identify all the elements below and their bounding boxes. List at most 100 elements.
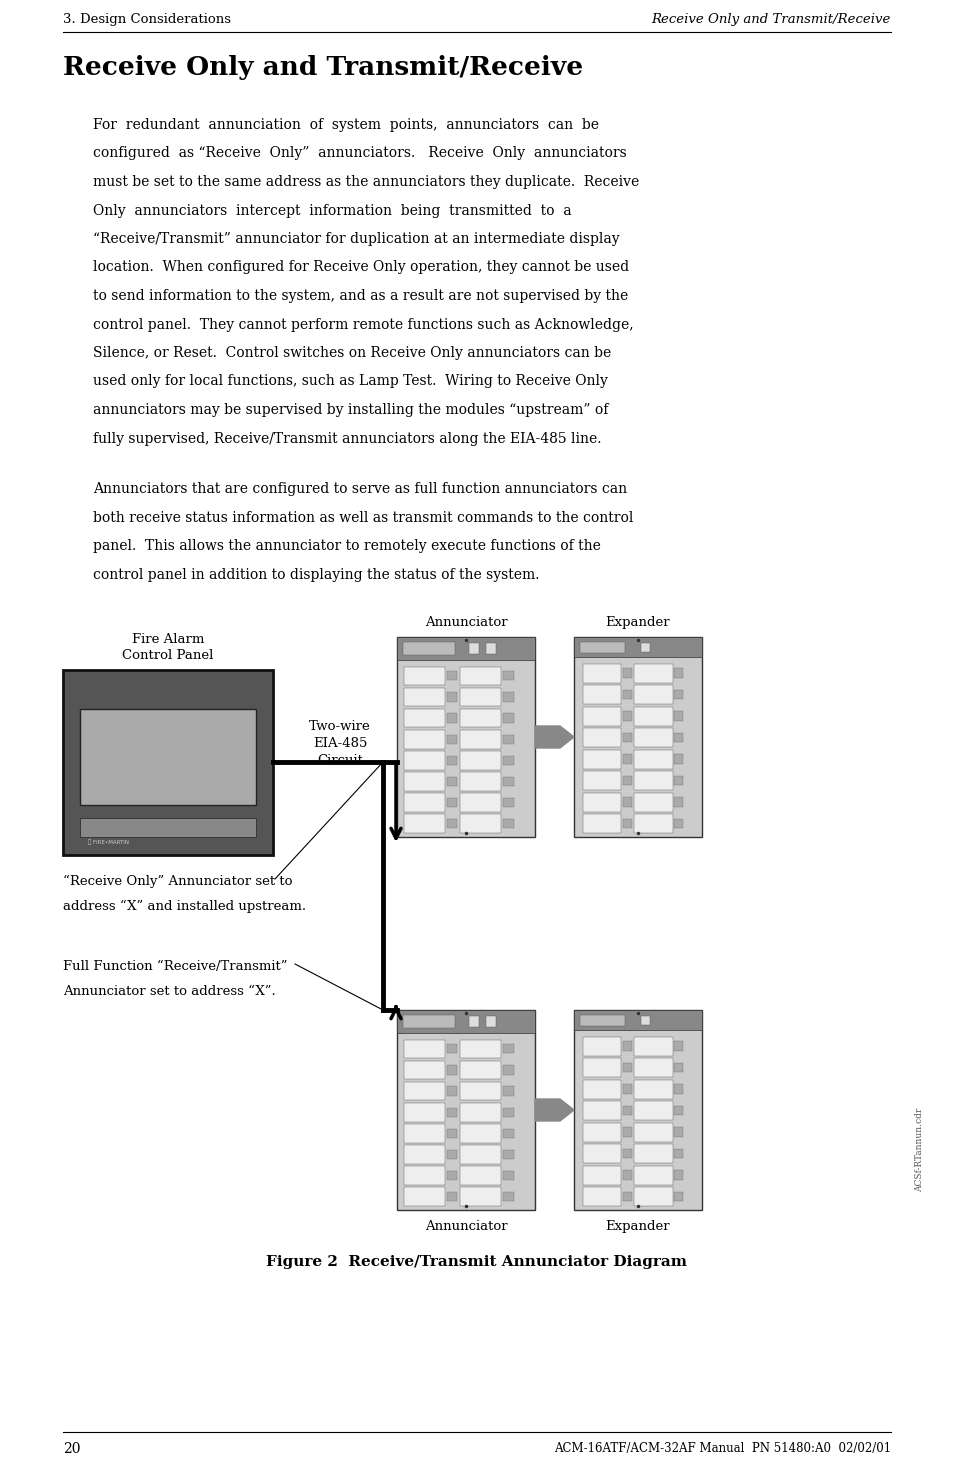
Bar <box>402 1015 455 1028</box>
Bar <box>503 1065 513 1075</box>
Text: location.  When configured for Receive Only operation, they cannot be used: location. When configured for Receive On… <box>92 261 628 274</box>
Bar <box>403 1145 444 1164</box>
Bar <box>446 714 456 723</box>
Bar <box>446 692 456 702</box>
Bar <box>634 1037 672 1056</box>
Bar <box>674 1170 682 1180</box>
Bar <box>634 729 672 746</box>
Text: configured  as “Receive  Only”  annunciators.   Receive  Only  annunciators: configured as “Receive Only” annunciator… <box>92 146 626 161</box>
Bar <box>403 687 444 707</box>
Bar <box>674 1084 682 1094</box>
Bar <box>446 1108 456 1117</box>
Bar <box>460 730 500 748</box>
Text: fully supervised, Receive/Transmit annunciators along the EIA-485 line.: fully supervised, Receive/Transmit annun… <box>92 432 601 445</box>
Bar <box>446 777 456 786</box>
Text: Annunciator: Annunciator <box>424 617 507 628</box>
Bar <box>582 707 620 726</box>
Bar <box>403 1061 444 1080</box>
Text: Receive Only and Transmit/Receive: Receive Only and Transmit/Receive <box>63 55 582 80</box>
Bar <box>582 792 620 811</box>
Text: Annunciator: Annunciator <box>424 1220 507 1233</box>
Bar <box>403 771 444 791</box>
Bar <box>582 1058 620 1077</box>
Bar <box>634 684 672 704</box>
Bar <box>582 1100 620 1120</box>
Bar <box>674 754 682 764</box>
Bar <box>485 1016 496 1027</box>
Text: control panel in addition to displaying the status of the system.: control panel in addition to displaying … <box>92 568 539 581</box>
Text: “Receive Only” Annunciator set to: “Receive Only” Annunciator set to <box>63 875 293 888</box>
Bar <box>446 671 456 680</box>
Bar <box>582 1080 620 1099</box>
Bar <box>622 1106 632 1115</box>
Bar <box>446 798 456 807</box>
Text: Figure 2  Receive/Transmit Annunciator Diagram: Figure 2 Receive/Transmit Annunciator Di… <box>266 1255 687 1268</box>
Bar <box>446 819 456 829</box>
Bar <box>634 1165 672 1184</box>
Text: Expander: Expander <box>605 1220 670 1233</box>
Bar <box>582 729 620 746</box>
Bar <box>403 751 444 770</box>
Text: 3. Design Considerations: 3. Design Considerations <box>63 13 231 27</box>
Bar <box>503 1087 513 1096</box>
Bar <box>674 1127 682 1137</box>
Bar <box>634 771 672 791</box>
Bar <box>485 643 496 653</box>
Bar <box>403 814 444 833</box>
Bar <box>403 1167 444 1184</box>
Bar <box>674 690 682 699</box>
Bar <box>622 1149 632 1158</box>
Bar <box>503 692 513 702</box>
Bar <box>460 814 500 833</box>
Bar <box>446 1128 456 1139</box>
Bar <box>503 714 513 723</box>
Text: Fire Alarm
Control Panel: Fire Alarm Control Panel <box>122 633 213 662</box>
Bar <box>403 730 444 748</box>
Bar <box>622 1127 632 1137</box>
Bar <box>460 709 500 727</box>
Bar <box>403 1187 444 1207</box>
Bar <box>403 794 444 811</box>
Bar <box>446 1150 456 1159</box>
Bar <box>622 1170 632 1180</box>
Bar <box>582 1145 620 1162</box>
Text: Receive Only and Transmit/Receive: Receive Only and Transmit/Receive <box>651 13 890 27</box>
Bar <box>674 1192 682 1201</box>
Bar <box>403 1103 444 1121</box>
Bar <box>460 771 500 791</box>
Bar <box>403 1081 444 1100</box>
Bar <box>582 1187 620 1207</box>
Text: ACM-16ATF/ACM-32AF Manual  PN 51480:A0  02/02/01: ACM-16ATF/ACM-32AF Manual PN 51480:A0 02… <box>554 1443 890 1454</box>
Bar <box>460 687 500 707</box>
Bar <box>622 798 632 807</box>
Text: both receive status information as well as transmit commands to the control: both receive status information as well … <box>92 510 633 525</box>
Bar <box>403 667 444 684</box>
Bar <box>574 637 701 656</box>
Bar <box>582 1122 620 1142</box>
Bar <box>503 1150 513 1159</box>
Text: control panel.  They cannot perform remote functions such as Acknowledge,: control panel. They cannot perform remot… <box>92 317 633 332</box>
Bar <box>634 1058 672 1077</box>
Bar <box>634 664 672 683</box>
Bar <box>63 670 273 855</box>
Bar <box>634 1100 672 1120</box>
Text: Silence, or Reset.  Control switches on Receive Only annunciators can be: Silence, or Reset. Control switches on R… <box>92 347 611 360</box>
Bar <box>674 776 682 785</box>
Bar <box>639 643 649 652</box>
Text: address “X” and installed upstream.: address “X” and installed upstream. <box>63 900 306 913</box>
Bar <box>582 814 620 833</box>
Bar <box>503 1108 513 1117</box>
Bar <box>503 735 513 743</box>
Bar <box>622 754 632 764</box>
Bar <box>403 709 444 727</box>
Bar <box>574 637 701 836</box>
Bar <box>460 751 500 770</box>
Bar <box>446 1087 456 1096</box>
Bar <box>460 1081 500 1100</box>
Bar <box>582 684 620 704</box>
Bar <box>634 1187 672 1207</box>
Text: For  redundant  annunciation  of  system  points,  annunciators  can  be: For redundant annunciation of system poi… <box>92 118 598 131</box>
Bar <box>460 1145 500 1164</box>
Bar <box>503 1192 513 1201</box>
Bar <box>634 814 672 833</box>
